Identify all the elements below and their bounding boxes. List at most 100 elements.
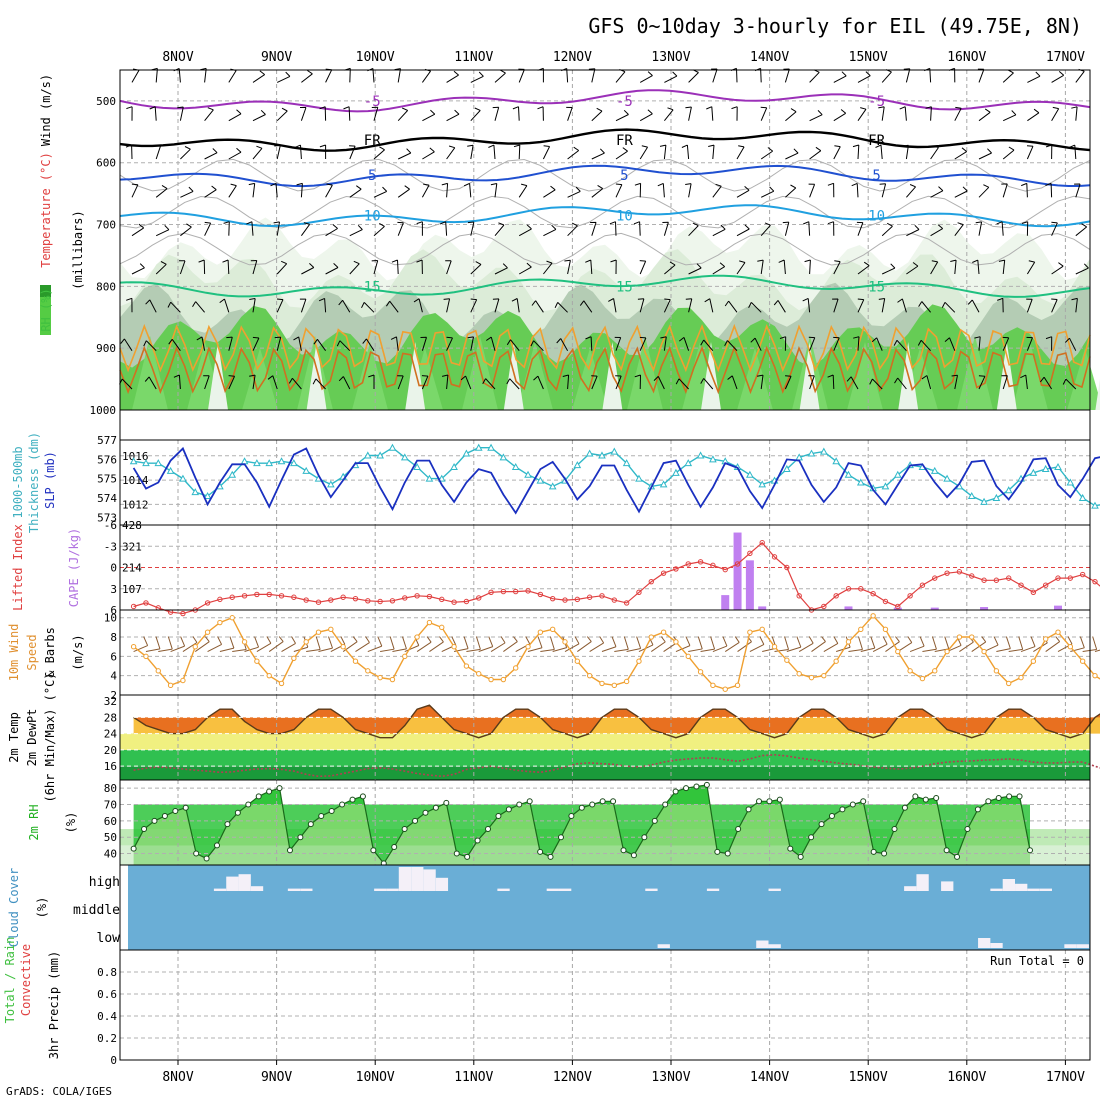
left-axis-tick: 577 [97, 434, 117, 447]
wind-speed-point [611, 682, 618, 689]
rh-shading [517, 342, 553, 410]
lifted-index-point [266, 591, 272, 598]
wind-barb [659, 144, 667, 160]
wind-barb [1026, 336, 1033, 351]
rh-point [797, 853, 804, 860]
wind-barb [700, 339, 714, 352]
wind-barb [954, 186, 968, 198]
wind-barb [972, 259, 980, 275]
wind-barb [180, 186, 194, 198]
temperature-contour [119, 89, 1091, 113]
wind-barb [931, 636, 937, 650]
lifted-index-point [981, 577, 987, 583]
panel-label: Convective [19, 944, 33, 1016]
thickness-point [684, 459, 693, 467]
wind-barb [413, 298, 423, 313]
wind-barb [133, 645, 148, 652]
thickness-point [585, 449, 594, 457]
wind-barb [543, 224, 557, 237]
wind-barb [808, 375, 815, 390]
date-label-bottom: 12NOV [553, 1070, 592, 1085]
y-tick-label: 80 [104, 782, 117, 795]
wind-barb [760, 147, 773, 160]
wind-barb [832, 298, 839, 313]
wind-barb [440, 221, 448, 236]
wind-barb [173, 374, 181, 390]
date-label-top: 17NOV [1046, 50, 1085, 65]
wind-barb [1008, 648, 1023, 653]
wind-barb [774, 648, 789, 653]
rh-point [307, 821, 314, 828]
rh-point [724, 850, 731, 857]
wind-barb [724, 642, 740, 652]
thickness-point [302, 466, 311, 474]
lifted-index-point [537, 591, 544, 598]
rh-point [933, 794, 940, 801]
wind-barb [833, 145, 841, 160]
wind-barb [1051, 71, 1065, 83]
rh-point [505, 806, 512, 813]
contour-label: -5 [868, 94, 885, 110]
wind-barb [906, 262, 919, 275]
wind-barb [566, 106, 573, 121]
thickness-point [893, 470, 902, 478]
temperature-contour [119, 274, 1091, 298]
wind-speed-point [771, 644, 778, 650]
wind-barb [299, 298, 307, 313]
wind-barb [293, 336, 302, 351]
thickness-point [696, 451, 705, 459]
cloud-level-label: low [97, 931, 121, 946]
rh-point [516, 801, 523, 808]
wind-barb [821, 636, 826, 642]
wind-barb [734, 636, 740, 643]
panel-label: 1000-500mb [11, 446, 25, 518]
y-tick-label: 2 [110, 689, 117, 702]
wind-barb [1026, 260, 1036, 275]
wind-barb [200, 67, 207, 83]
wind-barb [349, 185, 362, 198]
thickness-point [1091, 501, 1099, 509]
cloud-bar-high [1002, 879, 1016, 891]
contour-label: 10 [616, 208, 633, 224]
thickness-point [376, 451, 384, 459]
wind-barb [785, 148, 799, 160]
rh-contour [119, 195, 1091, 229]
thickness-point [142, 459, 150, 467]
cloud-level-label: middle [73, 903, 120, 918]
panel-label: Wind (m/s) [39, 74, 53, 146]
wind-barb [300, 222, 311, 236]
wind-barb [1027, 71, 1041, 83]
wind-barb [930, 224, 944, 237]
wind-barb [266, 636, 272, 644]
thickness-point [598, 451, 606, 459]
wind-barb [486, 336, 496, 351]
date-label-bottom: 16NOV [947, 1070, 986, 1085]
wind-barb [833, 260, 841, 275]
wind-barb [391, 259, 399, 275]
wind-barb [1018, 636, 1024, 650]
wind-barb [246, 221, 254, 236]
y-tick-label: 24 [104, 728, 118, 741]
thickness-point [1041, 464, 1050, 472]
rh-point [526, 798, 533, 805]
thickness-point [1066, 478, 1075, 486]
wind-barb [1071, 297, 1078, 313]
wind-barb [470, 298, 478, 313]
wind-speed-point [451, 644, 457, 650]
rh-point [214, 842, 221, 849]
rh-point [182, 804, 189, 811]
wind-barb [1005, 636, 1011, 649]
wind-barb [318, 297, 327, 313]
y-tick-label: 8 [110, 631, 117, 644]
cloud-bar-high [238, 874, 251, 891]
wind-speed-point [1030, 658, 1037, 664]
wind-barb [226, 336, 233, 351]
lifted-index-point [956, 569, 963, 575]
right-axis-tick: 107 [122, 583, 142, 596]
lifted-index-point [1042, 582, 1049, 588]
wind-barb [773, 300, 786, 313]
wind-barb [228, 375, 236, 390]
date-axis: 8NOV 8NOV 9NOV 9NOV 10NOV 10NOV 11NOV 11NOV 12NO… [162, 50, 1085, 1085]
wind-barb [1030, 636, 1036, 647]
y-tick-label: 600 [96, 157, 116, 170]
